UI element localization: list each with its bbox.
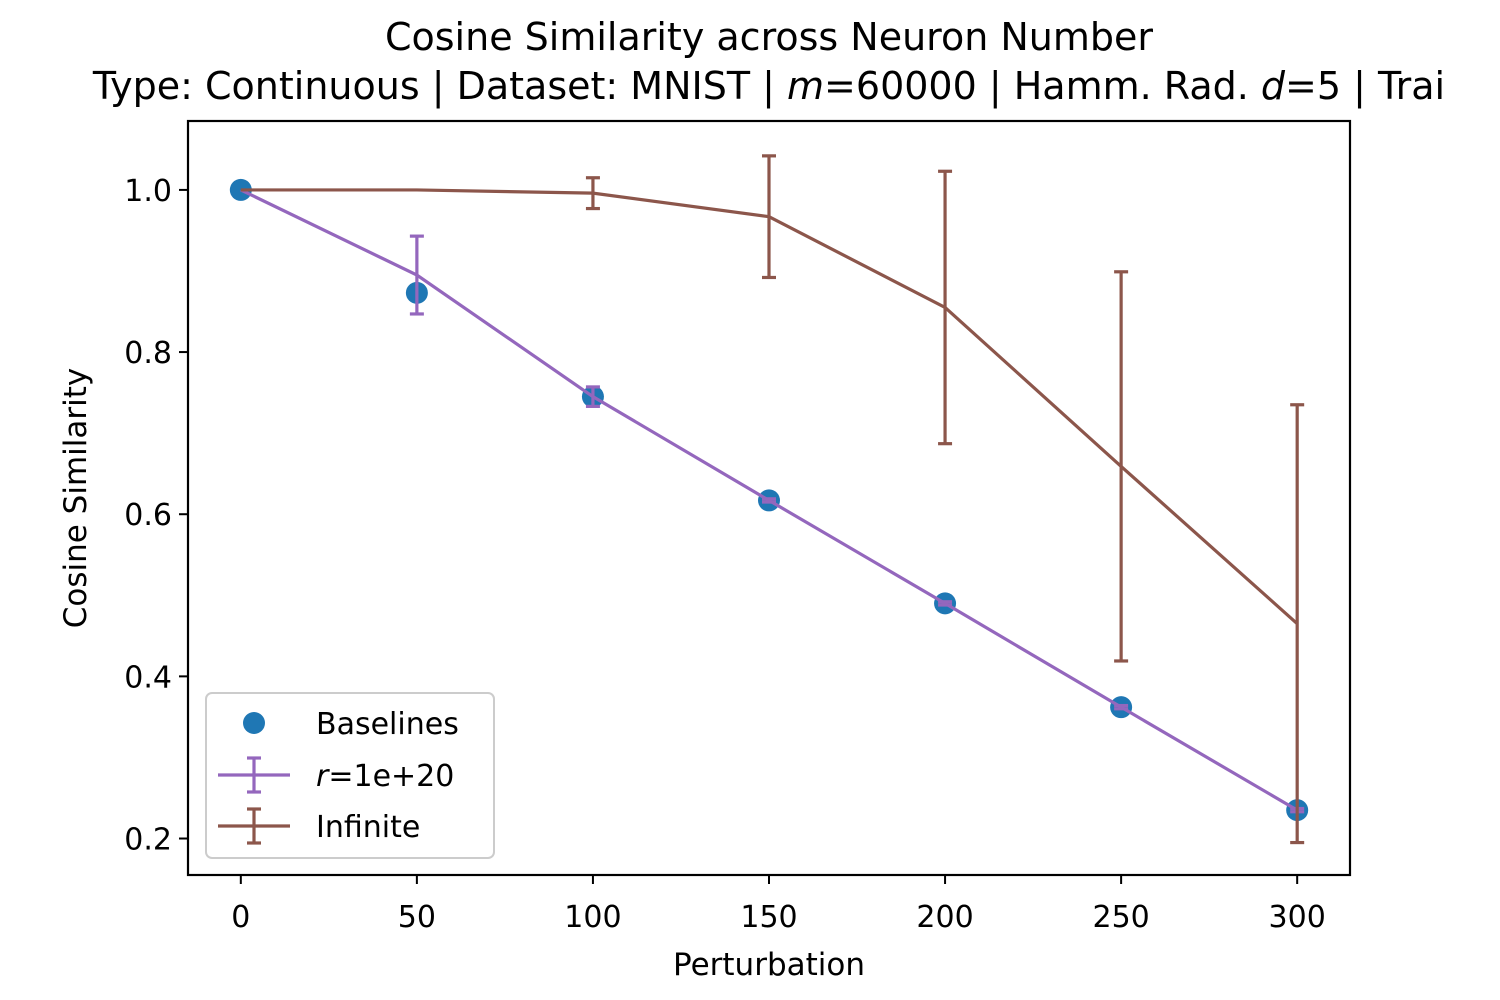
x-tick-label: 100 <box>564 900 621 935</box>
y-axis-label: Cosine Similarity <box>58 368 94 629</box>
y-tick-label: 0.6 <box>124 498 172 533</box>
chart-subtitle: Type: Continuous | Dataset: MNIST | m=60… <box>92 64 1445 109</box>
x-axis-label: Perturbation <box>673 947 865 983</box>
legend-frame <box>205 692 495 859</box>
legend-label: Baselines <box>316 707 459 742</box>
legend-label: Infinite <box>316 810 420 845</box>
series-r=1e+20 <box>240 188 1305 814</box>
x-tick-label: 150 <box>740 900 797 935</box>
series-Infinite <box>240 154 1305 845</box>
x-tick-label: 200 <box>916 900 973 935</box>
x-axis: 0 50 100 150 200 250 300 <box>231 875 1326 935</box>
legend-label: r=1e+20 <box>316 759 454 794</box>
x-tick-label: 50 <box>398 900 436 935</box>
chart-title: Cosine Similarity across Neuron Number <box>385 15 1153 59</box>
legend: Baselines r=1e+20 Infinite <box>205 692 495 859</box>
y-axis: 0.2 0.4 0.6 0.8 1.0 <box>124 174 188 858</box>
x-tick-label: 0 <box>231 900 250 935</box>
x-tick-label: 300 <box>1269 900 1326 935</box>
data-layer <box>229 154 1309 845</box>
y-tick-label: 0.4 <box>124 660 172 695</box>
y-tick-label: 0.8 <box>124 336 172 371</box>
x-tick-label: 250 <box>1092 900 1149 935</box>
y-tick-label: 1.0 <box>124 174 172 209</box>
legend-marker <box>243 712 265 734</box>
y-tick-label: 0.2 <box>124 823 172 858</box>
